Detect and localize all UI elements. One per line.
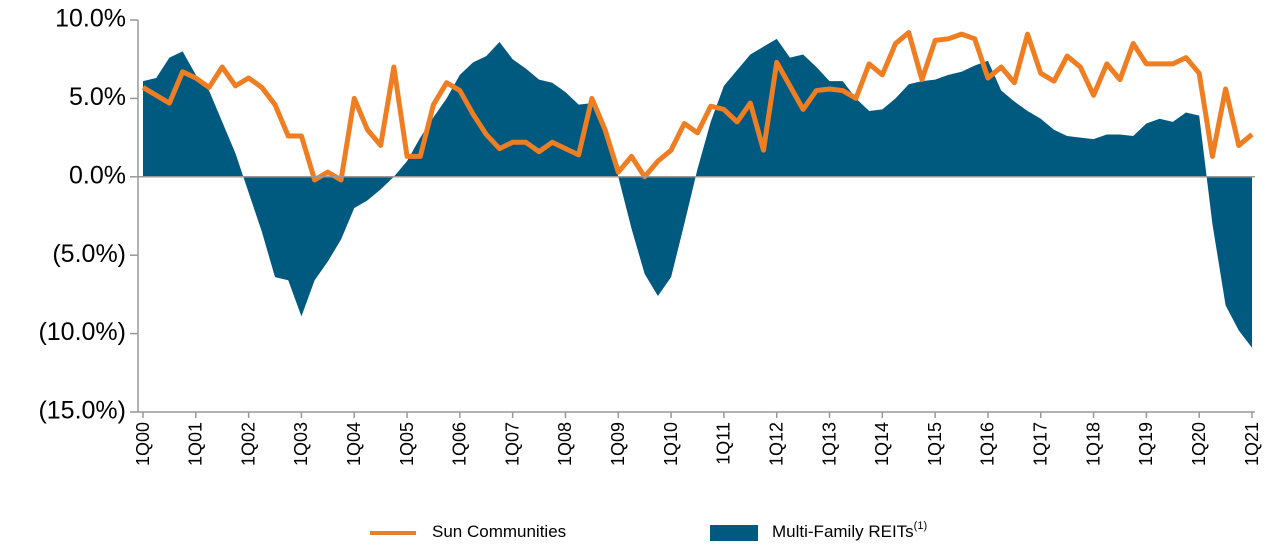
legend-label: Sun Communities <box>432 522 566 541</box>
x-tick-label: 1Q05 <box>397 422 417 466</box>
x-tick-label: 1Q20 <box>1189 422 1209 466</box>
x-tick-label: 1Q16 <box>978 422 998 466</box>
legend-label: Multi-Family REITs(1) <box>772 520 927 542</box>
x-tick-label: 1Q08 <box>555 422 575 466</box>
x-tick-label: 1Q07 <box>502 422 522 466</box>
x-tick-label: 1Q09 <box>608 422 628 466</box>
y-tick-label: 10.0% <box>55 5 126 33</box>
area <box>143 38 1252 348</box>
y-tick-label: (10.0%) <box>38 318 126 346</box>
x-tick-label: 1Q17 <box>1031 422 1051 466</box>
x-tick-label: 1Q06 <box>450 422 470 466</box>
legend-name: Multi-Family REITs <box>772 522 914 541</box>
x-tick-label: 1Q03 <box>291 422 311 466</box>
x-tick-label: 1Q01 <box>186 422 206 466</box>
line <box>141 30 1254 183</box>
x-tick-label: 1Q04 <box>344 422 364 466</box>
x-tick-label: 1Q12 <box>766 422 786 466</box>
x-tick-label: 1Q19 <box>1136 422 1156 466</box>
y-tick-label: 5.0% <box>69 83 126 111</box>
y-tick-label: (5.0%) <box>52 240 126 268</box>
legend-name: Sun Communities <box>432 522 566 541</box>
y-tick-label: (15.0%) <box>38 397 126 425</box>
x-tick-label: 1Q00 <box>133 422 153 466</box>
x-tick-label: 1Q21 <box>1242 422 1262 466</box>
y-tick-label: 0.0% <box>69 161 126 189</box>
x-tick-label: 1Q15 <box>925 422 945 466</box>
x-tick-label: 1Q11 <box>714 422 734 465</box>
x-tick-label: 1Q02 <box>238 422 258 466</box>
x-tick-label: 1Q14 <box>872 422 892 466</box>
x-tick-label: 1Q18 <box>1083 422 1103 466</box>
legend-note: (1) <box>914 520 927 532</box>
legend-swatch <box>710 525 758 541</box>
x-tick-label: 1Q10 <box>661 422 681 466</box>
x-tick-label: 1Q13 <box>819 422 839 466</box>
